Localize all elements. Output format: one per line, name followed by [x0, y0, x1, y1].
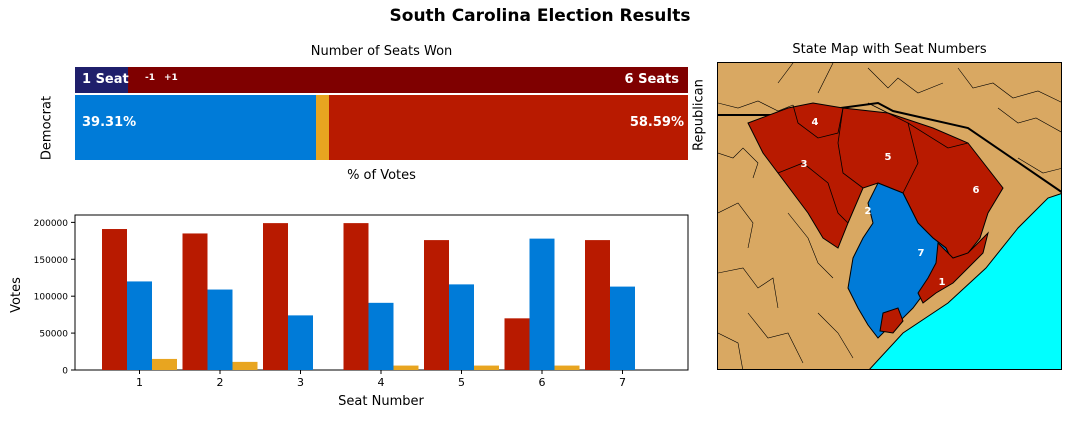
state-map-svg: 1 2 3 4 5 6 7 [718, 63, 1061, 369]
state-map: 1 2 3 4 5 6 7 [717, 62, 1062, 370]
main-title: South Carolina Election Results [389, 6, 691, 26]
bar-seat-1-series-1 [102, 229, 127, 370]
x-tick-label: 2 [217, 376, 224, 389]
x-axis-label: Seat Number [338, 394, 424, 409]
bar-seat-5-series-2 [449, 284, 474, 370]
bar-seat-3-series-2 [288, 315, 313, 370]
district-label-6: 6 [973, 185, 980, 196]
rep-vote-label: 58.59% [629, 115, 684, 130]
bar-seat-5-series-1 [424, 240, 449, 370]
bar-seat-6-series-1 [504, 318, 530, 370]
district-label-7: 7 [918, 248, 925, 259]
district-label-3: 3 [801, 159, 808, 170]
bar-seat-4-series-3 [393, 365, 419, 370]
county-lines [718, 63, 1061, 369]
southern-island [879, 307, 904, 334]
y-tick-label: 150000 [34, 256, 69, 266]
bar-seat-1-series-2 [127, 281, 152, 370]
dem-vote-label: 39.31% [82, 115, 137, 130]
y-axis-label: Votes [9, 277, 24, 313]
democrat-axis-label: Democrat [39, 95, 55, 161]
district-label-5: 5 [885, 152, 892, 163]
bar-seat-7-series-2 [610, 286, 635, 370]
seats-bar: 1 Seat -1 +1 6 Seats [75, 67, 688, 93]
bar-seat-2-series-3 [232, 361, 258, 370]
seats-panel-title: Number of Seats Won [310, 44, 453, 59]
republican-axis-label: Republican [691, 79, 707, 151]
bar-seat-7-series-1 [585, 240, 610, 370]
bar-seat-6-series-2 [529, 238, 555, 370]
votes-bar-chart: 0 50000 100000 150000 200000 1 2 3 4 5 6 7 Seat Num… [9, 214, 689, 409]
vote-share-caption: % of Votes [347, 168, 416, 183]
map-panel-title: State Map with Seat Numbers [792, 42, 987, 57]
rep-vote-segment [328, 95, 688, 160]
bar-seat-1-series-3 [152, 358, 177, 370]
bar-seat-3-series-1 [263, 223, 288, 370]
y-tick-label: 100000 [34, 293, 69, 303]
rep-seats-segment [127, 67, 688, 93]
bar-seat-2-series-1 [182, 233, 208, 370]
x-tick-label: 6 [539, 376, 546, 389]
rep-seats-label: 6 Seats [624, 72, 679, 87]
y-tick-label: 200000 [34, 219, 69, 229]
bar-seat-5-series-3 [474, 365, 499, 370]
dem-seats-segment [75, 67, 128, 93]
dem-seats-label: 1 Seat [82, 72, 129, 87]
district-label-1: 1 [939, 277, 946, 288]
bar-seat-6-series-3 [554, 365, 580, 370]
dem-seat-change: -1 [145, 73, 155, 83]
x-tick-label: 7 [619, 376, 626, 389]
ocean-region [869, 193, 1061, 369]
y-tick-label: 0 [62, 367, 68, 377]
district-boundaries [777, 102, 969, 224]
plot-area: 0 50000 100000 150000 200000 1 2 3 4 5 6 7 [34, 214, 689, 389]
other-vote-segment [315, 95, 329, 160]
y-tick-label: 50000 [39, 330, 68, 340]
x-tick-label: 5 [458, 376, 465, 389]
x-tick-label: 1 [136, 376, 143, 389]
x-tick-label: 3 [297, 376, 304, 389]
bar-seat-4-series-1 [343, 223, 369, 370]
rep-seat-change: +1 [164, 73, 178, 83]
bar-seat-2-series-2 [207, 289, 233, 370]
bar-seat-4-series-2 [368, 302, 394, 370]
vote-share-bar: 39.31% 58.59% [75, 95, 688, 160]
district-label-4: 4 [812, 117, 819, 128]
dem-vote-segment [75, 95, 316, 160]
district-label-2: 2 [865, 206, 872, 217]
x-tick-label: 4 [378, 376, 385, 389]
coastal-district [917, 231, 989, 304]
